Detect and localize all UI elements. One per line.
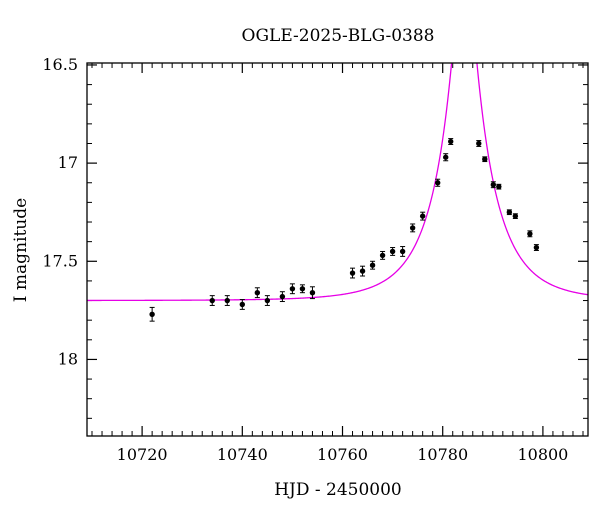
data-point — [389, 247, 396, 256]
data-point — [299, 284, 306, 294]
point-marker — [496, 183, 502, 190]
data-point — [349, 267, 356, 279]
data-point — [289, 283, 296, 295]
point-marker — [279, 293, 286, 300]
data-point — [149, 306, 155, 322]
point-marker — [149, 311, 155, 317]
point-marker — [349, 270, 356, 276]
axis-ticks — [87, 63, 588, 436]
point-marker — [506, 209, 513, 215]
x-tick-label: 10800 — [517, 445, 568, 464]
data-point — [239, 299, 246, 310]
point-marker — [254, 289, 261, 296]
point-marker — [399, 248, 406, 255]
point-marker — [476, 140, 482, 147]
data-point — [527, 230, 533, 238]
point-marker — [533, 244, 540, 251]
point-marker — [527, 231, 533, 237]
data-point — [482, 156, 488, 163]
point-marker — [409, 225, 416, 231]
data-point — [443, 153, 449, 162]
data-point — [209, 295, 215, 306]
data-point — [254, 287, 261, 299]
data-point — [419, 211, 426, 221]
data-point — [476, 140, 482, 147]
data-point — [224, 295, 230, 306]
x-tick-label: 10780 — [417, 445, 468, 464]
point-marker — [482, 156, 488, 162]
data-point — [496, 183, 502, 190]
point-marker — [209, 297, 215, 304]
y-tick-label: 16.5 — [42, 55, 78, 74]
y-axis-label: I magnitude — [11, 198, 31, 302]
x-axis-label: HJD - 2450000 — [274, 480, 402, 500]
point-marker — [419, 213, 426, 219]
point-marker — [379, 252, 386, 259]
axis-tick-labels: 10720 10740 10760 10780 10800 16.5 17 17.5 18 — [42, 55, 568, 464]
data-point — [379, 250, 386, 260]
point-marker — [224, 297, 230, 304]
plot-frame — [86, 62, 589, 437]
point-marker — [264, 297, 271, 304]
data-point — [490, 181, 497, 189]
data-point — [359, 265, 366, 277]
data-point — [448, 138, 454, 145]
x-tick-label: 10760 — [317, 445, 368, 464]
point-marker — [289, 286, 296, 292]
point-marker — [435, 180, 441, 186]
data-point — [369, 260, 376, 270]
point-marker — [239, 301, 246, 308]
data-point — [435, 178, 441, 187]
data-point — [512, 213, 519, 219]
microlensing-model-curve — [87, 63, 588, 302]
y-tick-label: 18 — [58, 349, 78, 368]
point-marker — [309, 289, 316, 296]
data-point — [264, 295, 271, 306]
data-point — [279, 291, 286, 303]
data-points — [149, 138, 540, 322]
point-marker — [512, 213, 519, 219]
point-marker — [490, 182, 497, 188]
point-marker — [448, 138, 454, 145]
data-point — [399, 246, 406, 257]
chart-title: OGLE-2025-BLG-0388 — [242, 26, 435, 46]
x-tick-label: 10720 — [117, 445, 168, 464]
point-marker — [389, 248, 396, 255]
y-tick-label: 17.5 — [42, 251, 78, 270]
point-marker — [369, 262, 376, 268]
data-point — [309, 286, 316, 300]
y-tick-label: 17 — [58, 153, 78, 172]
data-point — [533, 244, 540, 251]
point-marker — [299, 286, 306, 292]
x-tick-label: 10740 — [217, 445, 268, 464]
data-point — [409, 223, 416, 233]
point-marker — [359, 268, 366, 274]
data-point — [506, 209, 513, 216]
point-marker — [443, 154, 449, 160]
